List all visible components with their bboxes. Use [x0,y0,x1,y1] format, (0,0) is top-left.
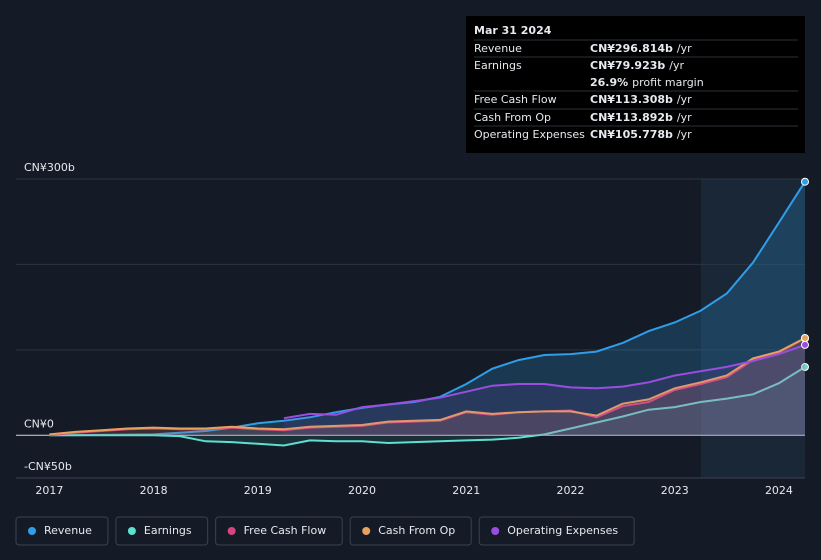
tooltip-suffix: /yr [677,93,692,106]
series-area [49,181,805,436]
legend-item[interactable]: Operating Expenses [478,516,635,546]
x-tick-label: 2017 [35,484,63,497]
tooltip-label: Revenue [474,42,522,55]
tooltip-label: Earnings [474,59,522,72]
legend-swatch [28,527,36,535]
legend-swatch [127,527,136,535]
tooltip-label: Free Cash Flow [474,93,557,106]
legend-box [15,516,109,546]
tooltip-suffix: /yr [677,42,692,55]
x-tick-label: 2021 [452,484,480,497]
end-point [801,177,809,186]
x-tick-label: 2024 [765,484,793,497]
x-tick-label: 2018 [140,484,168,497]
legend-box [215,516,343,546]
legend-label: Revenue [44,524,92,537]
series-area [49,338,805,436]
tooltip-label: Cash From Op [474,111,551,124]
legend-item[interactable]: Free Cash Flow [215,516,343,546]
series-line [49,337,806,436]
series-line [283,343,806,420]
tooltip-suffix: profit margin [632,76,704,89]
x-tick-label: 2022 [556,484,584,497]
end-point [801,340,809,349]
legend-swatch [362,527,371,535]
series-area [49,367,805,446]
series-line [49,366,806,447]
legend-label: Free Cash Flow [244,524,327,537]
x-tick-label: 2019 [244,484,272,497]
series-area [49,338,805,436]
legend-swatch [227,527,236,535]
y-tick-label: CN¥0 [24,417,54,430]
tooltip-suffix: /yr [677,128,692,141]
end-point [801,333,809,342]
legend-box [115,516,209,546]
tooltip-date: Mar 31 2024 [474,24,552,37]
legend-item[interactable]: Revenue [15,516,109,546]
series-4 [283,343,806,436]
tooltip-value: CN¥105.778b [590,128,673,141]
y-tick-label: -CN¥50b [24,460,72,473]
highlight-band [701,179,805,478]
series-1 [49,366,806,447]
x-tick-label: 2020 [348,484,376,497]
tooltip-value: CN¥113.892b [590,111,673,124]
tooltip-box [466,16,805,153]
x-tick-label: 2023 [661,484,689,497]
legend-item[interactable]: Cash From Op [349,516,472,546]
legend-label: Earnings [144,524,192,537]
series-area [283,344,805,436]
y-tick-label: CN¥300b [24,161,75,174]
tooltip-label: Operating Expenses [474,128,585,141]
tooltip-value: CN¥113.308b [590,93,673,106]
tooltip-suffix: /yr [677,111,692,124]
series-3 [49,337,806,436]
tooltip: Mar 31 2024 Revenue CN¥296.814b/yr Earnings… [466,16,805,153]
tooltip-value: CN¥79.923b [590,59,665,72]
legend-item[interactable]: Earnings [115,516,209,546]
legend-box [349,516,472,546]
tooltip-suffix: /yr [669,59,684,72]
legend-label: Cash From Op [378,524,455,537]
legend-swatch [491,527,500,535]
tooltip-value: 26.9% [590,76,628,89]
tooltip-value: CN¥296.814b [590,42,673,55]
legend-box [478,516,635,546]
end-point [801,363,809,372]
legend-label: Operating Expenses [507,524,618,537]
